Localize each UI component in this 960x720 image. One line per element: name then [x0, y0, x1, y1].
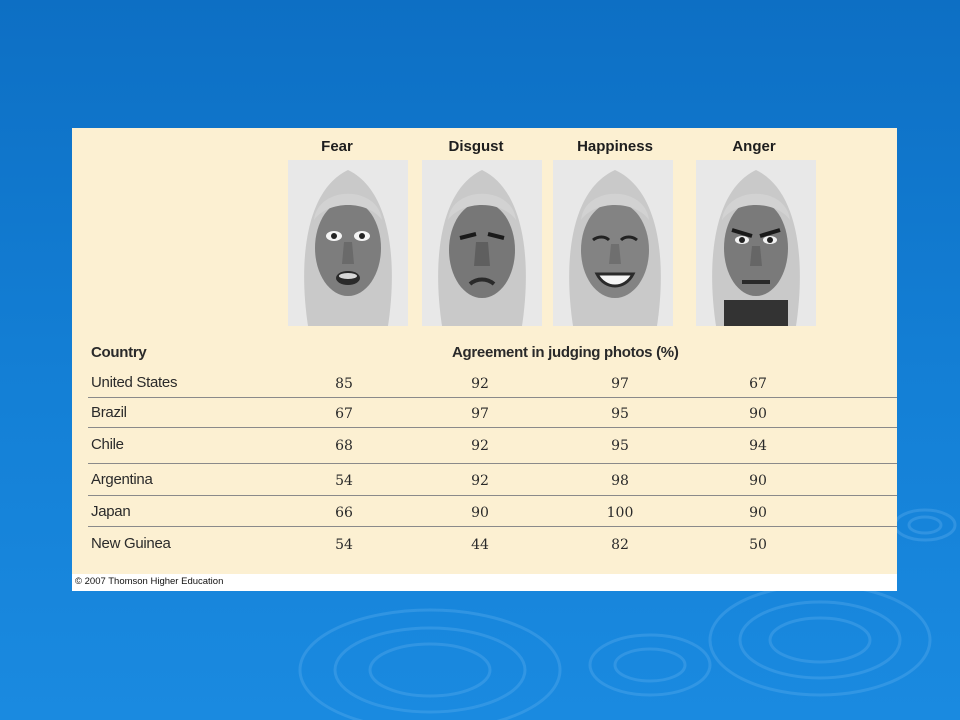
fear-value: 68 [335, 438, 353, 454]
emotion-label-disgust: Disgust [448, 138, 504, 155]
country-name: Brazil [91, 404, 127, 421]
figure-panel: Fear Disgust Happiness Anger [72, 128, 897, 591]
face-photo-happiness [553, 160, 673, 326]
face-photo-fear [288, 160, 408, 326]
fear-value: 54 [335, 473, 353, 489]
face-photo-anger [696, 160, 816, 326]
happiness-value: 98 [611, 473, 629, 489]
country-name: Japan [91, 503, 131, 520]
happiness-value: 100 [606, 505, 634, 521]
table-row: United States 85 92 97 67 [88, 368, 897, 398]
disgust-value: 92 [471, 376, 489, 392]
emotion-label-happiness: Happiness [577, 138, 653, 155]
emotion-label-fear: Fear [321, 138, 353, 155]
anger-value: 50 [749, 537, 767, 553]
anger-value: 67 [749, 376, 767, 392]
happiness-value: 97 [611, 376, 629, 392]
table-row: New Guinea 54 44 82 50 [88, 529, 897, 559]
anger-value: 94 [749, 438, 767, 454]
country-name: Chile [91, 436, 124, 453]
row-divider [88, 397, 897, 398]
disgust-value: 92 [471, 473, 489, 489]
table-row: Japan 66 90 100 90 [88, 497, 897, 527]
country-column-header: Country [91, 344, 147, 361]
happiness-value: 95 [611, 406, 629, 422]
anger-value: 90 [749, 473, 767, 489]
row-divider [88, 427, 897, 428]
row-divider [88, 463, 897, 464]
agreement-column-header: Agreement in judging photos (%) [452, 344, 679, 361]
fear-value: 85 [335, 376, 353, 392]
table-row: Chile 68 92 95 94 [88, 430, 897, 464]
fear-value: 67 [335, 406, 353, 422]
disgust-value: 97 [471, 406, 489, 422]
disgust-value: 92 [471, 438, 489, 454]
table-row: Brazil 67 97 95 90 [88, 398, 897, 428]
fear-value: 66 [335, 505, 353, 521]
copyright-notice: © 2007 Thomson Higher Education [75, 576, 224, 587]
emotion-label-anger: Anger [732, 138, 776, 155]
happiness-value: 95 [611, 438, 629, 454]
row-divider [88, 526, 897, 527]
fear-value: 54 [335, 537, 353, 553]
country-name: Argentina [91, 471, 153, 488]
disgust-value: 44 [471, 537, 489, 553]
country-name: United States [91, 374, 178, 391]
disgust-value: 90 [471, 505, 489, 521]
copyright-bar: © 2007 Thomson Higher Education [72, 574, 897, 591]
anger-value: 90 [749, 505, 767, 521]
table-row: Argentina 54 92 98 90 [88, 465, 897, 496]
country-name: New Guinea [91, 535, 171, 552]
face-photo-disgust [422, 160, 542, 326]
happiness-value: 82 [611, 537, 629, 553]
row-divider [88, 495, 897, 496]
anger-value: 90 [749, 406, 767, 422]
